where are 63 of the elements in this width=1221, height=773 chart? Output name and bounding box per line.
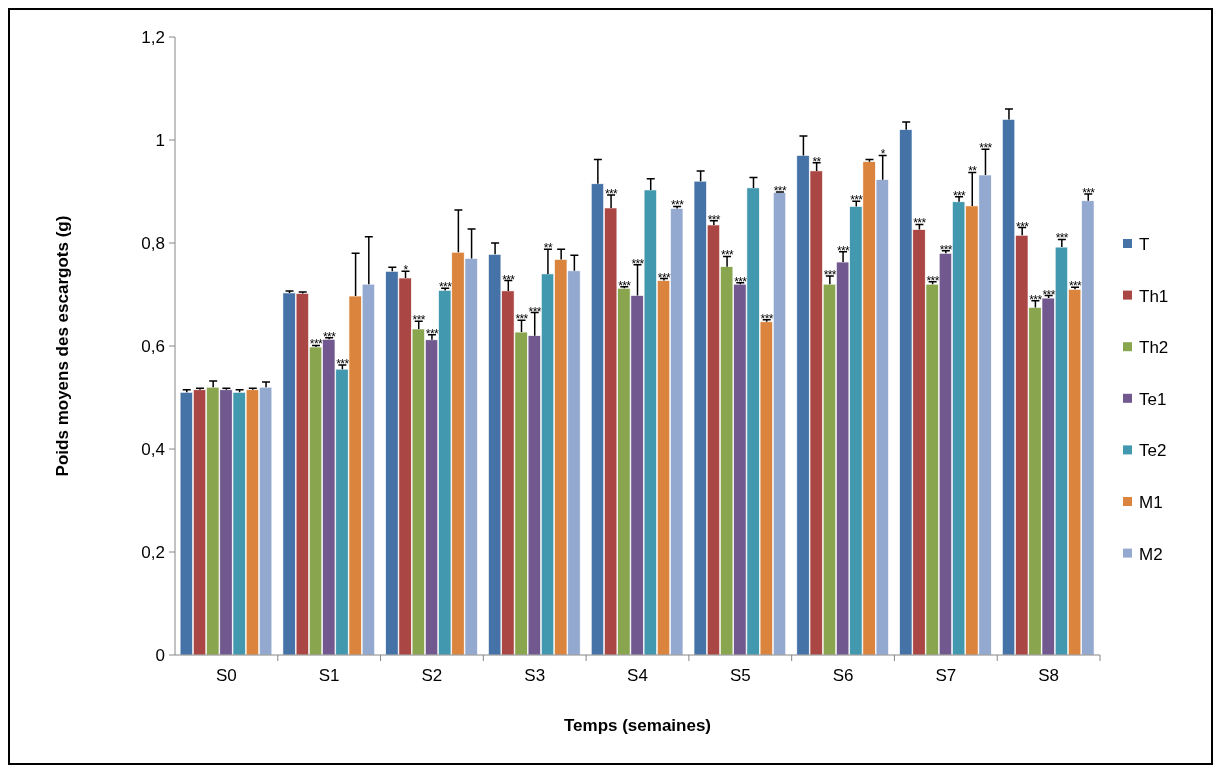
data-label: *** [720,248,735,263]
x-tick-label: S1 [318,666,340,685]
data-label: *** [979,141,993,156]
x-tick-label: S5 [729,666,751,685]
y-tick-label: 0,6 [141,336,165,356]
y-tick-label: 1 [155,130,165,150]
data-label: *** [631,256,645,271]
legend-label: Te1 [1139,389,1167,409]
data-label: *** [515,312,529,327]
data-label: ** [812,154,822,169]
data-label: *** [1055,231,1069,246]
data-label: *** [850,193,864,208]
x-tick-label: S3 [524,666,546,685]
data-label: *** [823,267,837,282]
data-label: *** [707,212,721,227]
x-tick-label: S7 [935,666,957,685]
y-tick-label: 0,4 [141,439,165,459]
x-tick-label: S0 [215,666,237,685]
legend-label: T [1139,234,1150,254]
y-axis-title: Poids moyens des escargots (g) [53,215,72,477]
legend-label: M2 [1139,544,1163,564]
data-label: *** [734,274,748,289]
data-label: *** [1068,279,1083,294]
legend-label: Th2 [1139,338,1169,358]
data-label: *** [1029,292,1043,307]
data-label: *** [439,280,453,295]
data-label: *** [926,273,940,288]
x-tick-label: S4 [627,666,648,685]
data-label: *** [913,216,927,231]
x-tick-label: S8 [1038,666,1060,685]
data-label: *** [528,304,542,319]
legend-label: Te2 [1139,441,1167,461]
y-tick-label: 0 [155,645,165,665]
y-tick-label: 1,2 [141,27,165,47]
data-label: *** [657,270,671,285]
y-tick-label: 0,8 [141,233,165,253]
y-tick-label: 0,2 [141,542,165,562]
data-label: *** [671,198,685,213]
data-label: *** [1042,287,1056,302]
data-label: *** [836,243,851,258]
data-label: *** [336,357,350,372]
data-label: *** [618,278,632,293]
data-label: ** [968,164,978,179]
data-label: *** [604,187,619,202]
data-label: *** [952,188,967,203]
data-label: *** [425,326,439,341]
data-label: *** [760,311,774,326]
legend-label: M1 [1139,492,1163,512]
data-label: *** [1016,219,1030,234]
data-label: *** [412,313,426,328]
x-tick-label: S6 [832,666,854,685]
data-label: *** [309,337,323,352]
data-label: * [880,147,886,162]
data-label: *** [323,329,337,344]
data-label: *** [1082,186,1096,201]
legend-label: Th1 [1139,286,1169,306]
x-tick-label: S2 [421,666,443,685]
data-label: *** [773,184,787,199]
data-label: ** [543,241,553,256]
data-label: *** [939,242,953,257]
data-label: * [403,263,409,278]
data-label: *** [502,272,516,287]
x-axis-title: Temps (semaines) [563,716,712,735]
